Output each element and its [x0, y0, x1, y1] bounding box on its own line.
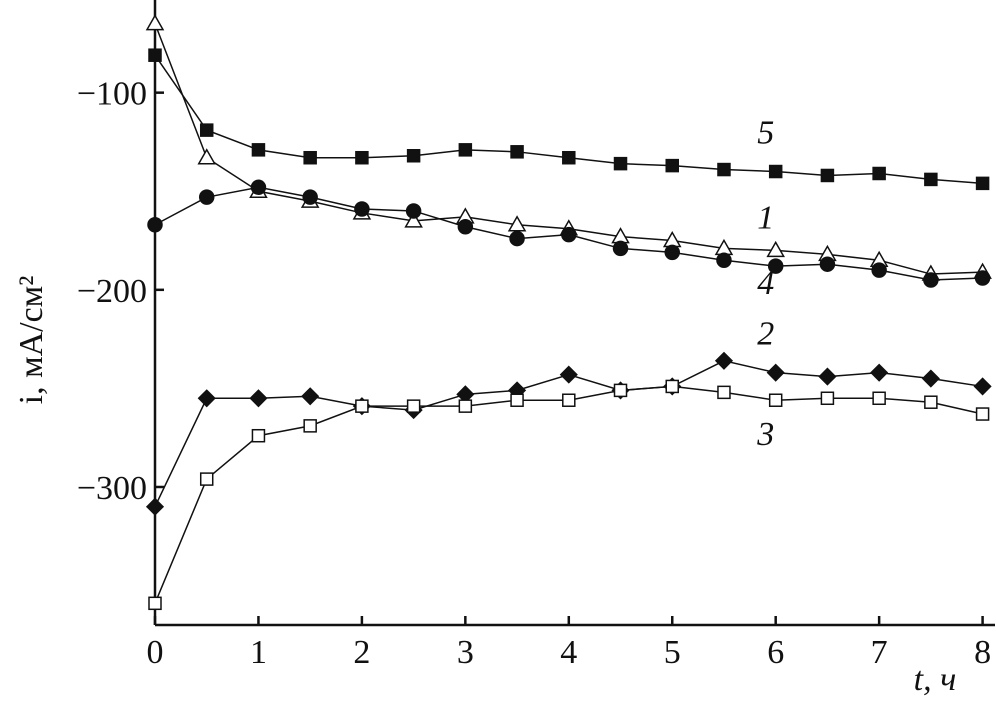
- marker: [251, 428, 266, 443]
- marker: [145, 497, 165, 516]
- marker: [198, 189, 215, 205]
- marker: [767, 258, 784, 274]
- marker: [406, 149, 421, 163]
- marker: [872, 166, 886, 181]
- marker: [975, 407, 990, 421]
- marker: [923, 272, 939, 288]
- marker: [303, 150, 317, 165]
- marker: [716, 252, 732, 269]
- marker: [924, 395, 938, 409]
- x-tick-label: 5: [664, 634, 681, 671]
- marker: [870, 363, 889, 382]
- marker: [665, 379, 679, 394]
- marker: [974, 270, 991, 286]
- x-tick-label: 0: [147, 634, 164, 671]
- y-tick-label: −100: [77, 76, 147, 113]
- marker: [406, 399, 421, 413]
- x-tick-label: 1: [250, 634, 267, 671]
- marker: [197, 389, 216, 408]
- marker: [559, 365, 578, 384]
- marker: [250, 179, 267, 196]
- marker: [924, 172, 938, 187]
- marker: [665, 158, 679, 173]
- y-tick-label: −300: [77, 470, 147, 507]
- y-tick-label: −200: [77, 273, 147, 310]
- marker: [510, 145, 524, 159]
- marker: [249, 389, 268, 408]
- marker: [199, 472, 214, 486]
- marker: [562, 393, 576, 407]
- series-label: 3: [756, 416, 774, 453]
- series-label: 5: [757, 115, 774, 152]
- marker: [766, 363, 785, 382]
- marker: [354, 201, 370, 217]
- marker: [457, 218, 474, 235]
- marker: [768, 164, 783, 179]
- marker: [303, 419, 317, 433]
- marker: [301, 387, 320, 406]
- marker: [355, 399, 369, 413]
- marker: [664, 244, 680, 261]
- marker: [510, 393, 524, 407]
- marker: [820, 391, 835, 406]
- marker: [148, 48, 162, 62]
- marker: [973, 377, 992, 396]
- marker: [145, 14, 165, 31]
- marker: [818, 367, 837, 386]
- marker: [197, 148, 217, 165]
- marker: [819, 256, 836, 272]
- marker: [975, 176, 990, 191]
- marker: [404, 211, 423, 228]
- marker: [458, 143, 473, 157]
- y-axis-label: i, мА/см²: [13, 276, 50, 405]
- x-tick-label: 8: [974, 634, 991, 671]
- marker: [562, 150, 576, 165]
- marker: [507, 215, 527, 232]
- marker: [561, 226, 577, 243]
- x-tick-label: 3: [457, 634, 474, 671]
- x-tick-label: 2: [353, 634, 370, 671]
- marker: [717, 385, 731, 400]
- marker: [921, 369, 940, 388]
- marker: [613, 156, 628, 171]
- series-line: [154, 385, 983, 604]
- x-tick-label: 7: [871, 634, 888, 671]
- marker: [509, 230, 525, 247]
- x-tick-label: 4: [560, 634, 577, 671]
- marker: [820, 168, 835, 183]
- marker: [405, 203, 422, 219]
- marker: [714, 351, 734, 370]
- marker: [251, 143, 266, 157]
- marker: [872, 391, 886, 406]
- x-tick-label: 6: [767, 634, 784, 671]
- marker: [613, 383, 628, 398]
- marker: [302, 189, 318, 205]
- marker: [199, 123, 214, 137]
- marker: [871, 262, 887, 278]
- series-label: 4: [757, 265, 774, 302]
- marker: [458, 399, 473, 413]
- marker: [768, 393, 783, 407]
- marker: [717, 162, 731, 177]
- series-label: 2: [757, 316, 774, 353]
- x-axis-label: t, ч: [914, 661, 957, 698]
- marker: [612, 240, 629, 257]
- marker: [148, 596, 162, 611]
- marker: [766, 240, 785, 258]
- series-label: 1: [757, 199, 774, 236]
- marker: [147, 217, 163, 233]
- marker: [355, 150, 369, 165]
